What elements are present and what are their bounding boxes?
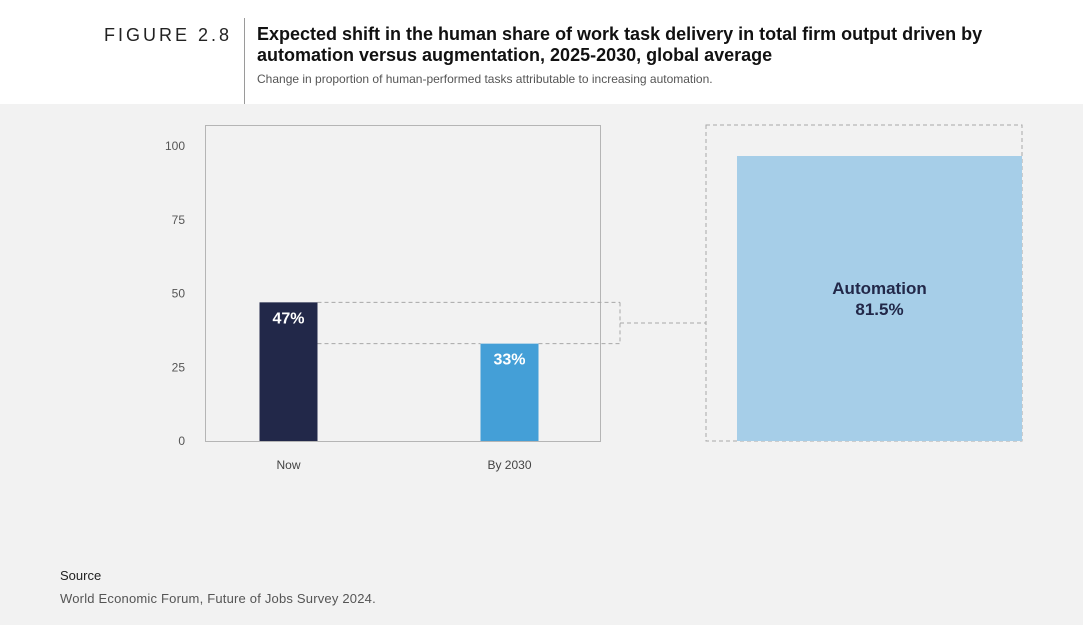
bar [259,302,318,441]
figure-subtitle: Change in proportion of human-performed … [257,72,713,86]
bar-value-label: 47% [272,310,304,327]
automation-value: 81.5% [855,300,903,319]
callout-full-box [705,124,1023,442]
y-axis-ticks: 0 25 50 75 100 [165,139,185,448]
header-divider [244,18,245,104]
automation-callout: Automation 81.5% [705,124,1023,442]
bar-value-label: 33% [493,352,525,369]
x-axis-labels: Now By 2030 [276,458,531,472]
source-text: World Economic Forum, Future of Jobs Sur… [60,591,376,606]
plot-frame [205,125,601,442]
automation-share-fill [737,156,1022,441]
x-tick-label: Now [276,458,300,472]
bar [480,343,539,441]
y-tick-label: 50 [172,287,186,301]
automation-label: Automation [832,279,926,298]
y-tick-label: 75 [172,213,186,227]
figure-title: Expected shift in the human share of wor… [257,24,983,65]
y-tick-label: 25 [172,360,186,374]
connector-lines [317,301,706,345]
figure-header: FIGURE 2.8 Expected shift in the human s… [0,0,1083,104]
figure-label: FIGURE 2.8 [104,25,233,45]
y-tick-label: 100 [165,139,185,153]
bars-group: 47% 33% [259,302,539,441]
source-label: Source [60,568,102,583]
x-tick-label: By 2030 [487,458,531,472]
y-tick-label: 0 [178,434,185,448]
